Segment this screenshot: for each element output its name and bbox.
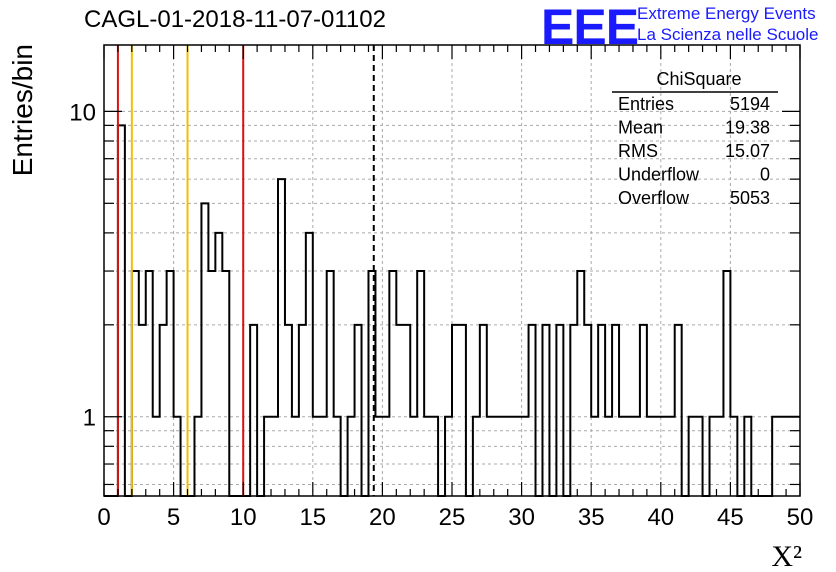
x-tick-label: 25 (439, 504, 466, 531)
reference-lines (116, 45, 375, 496)
eee-logo: EEE (541, 0, 639, 55)
stats-title: ChiSquare (656, 69, 741, 89)
stats-label: Overflow (618, 188, 690, 208)
stats-value: 19.38 (725, 118, 770, 138)
y-tick-label: 1 (83, 405, 96, 432)
stats-label: Mean (618, 118, 663, 138)
stats-box: ChiSquare Entries 5194 Mean 19.38 RMS 15.07 Und… (612, 69, 778, 208)
stats-label: Entries (618, 94, 674, 114)
logo-subtitle-1: Extreme Energy Events (637, 4, 816, 23)
histogram-series (104, 124, 800, 497)
y-axis-label: Entries/bin (7, 44, 38, 176)
x-axis-label: X² (771, 540, 802, 572)
chart-title: CAGL-01-2018-11-07-01102 (84, 6, 386, 33)
stats-value: 5194 (730, 94, 770, 114)
x-tick-label: 20 (369, 504, 396, 531)
stats-value: 15.07 (725, 141, 770, 161)
stats-value: 0 (760, 165, 770, 185)
y-tick-label: 10 (69, 99, 96, 126)
x-tick-label: 30 (508, 504, 535, 531)
stats-label: Underflow (618, 165, 700, 185)
stats-value: 5053 (730, 188, 770, 208)
x-tick-label: 5 (167, 504, 180, 531)
x-tick-label: 45 (717, 504, 744, 531)
x-tick-label: 15 (299, 504, 326, 531)
logo-subtitle-2: La Scienza nelle Scuole (637, 25, 819, 44)
stats-label: RMS (618, 141, 658, 161)
x-tick-label: 50 (787, 504, 814, 531)
x-tick-label: 10 (230, 504, 257, 531)
x-tick-label: 35 (578, 504, 605, 531)
histogram-line (104, 124, 800, 497)
axis-ticks: 0 5 10 15 20 25 30 35 40 45 50 1 10 (69, 45, 813, 531)
x-tick-label: 40 (647, 504, 674, 531)
x-tick-label: 0 (97, 504, 110, 531)
